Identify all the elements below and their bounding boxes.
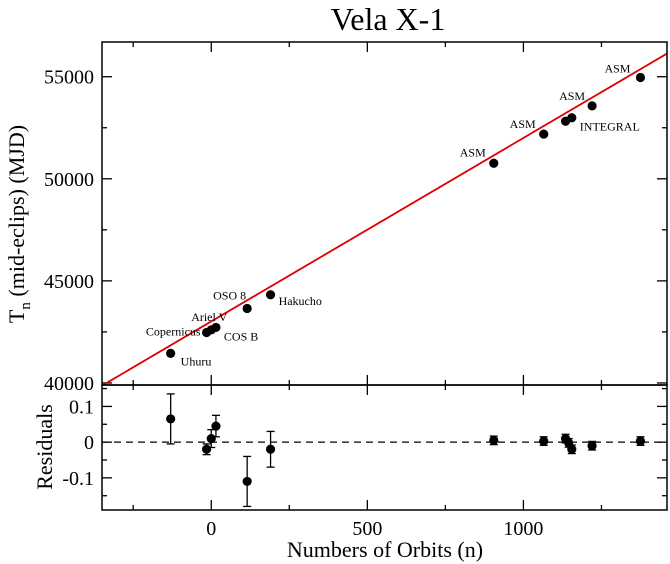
top-data-point bbox=[567, 113, 577, 123]
bottom-y-tick-label: 0.1 bbox=[69, 396, 94, 418]
y-label-rest: (mid-eclips) (MJD) bbox=[4, 125, 29, 302]
residual-point bbox=[635, 436, 646, 446]
top-data-point bbox=[242, 303, 252, 314]
top-data-point bbox=[489, 158, 499, 168]
x-tick-label: 500 bbox=[352, 518, 382, 540]
point-annotation: ASM bbox=[604, 62, 630, 76]
bottom-y-tick-label: -0.1 bbox=[62, 468, 94, 490]
point-annotation: Uhuru bbox=[181, 354, 212, 368]
point-annotation: Hakucho bbox=[279, 294, 322, 308]
point-annotation: Copernicus bbox=[146, 325, 201, 339]
residual-point bbox=[166, 414, 176, 424]
x-tick-label: 1000 bbox=[503, 518, 543, 540]
bottom-panel-frame bbox=[101, 384, 668, 511]
fit-line bbox=[101, 52, 668, 387]
residual-point bbox=[567, 444, 577, 454]
point-annotation: ASM bbox=[460, 145, 486, 159]
bottom-panel: -0.1 0 0.1 0 500 1000 bbox=[62, 384, 668, 540]
point-annotation: Ariel V bbox=[191, 310, 227, 324]
point-annotation: ASM bbox=[559, 89, 585, 103]
top-y-tick-label: 55000 bbox=[44, 67, 94, 89]
residual-point bbox=[587, 441, 597, 451]
top-y-tick-label: 50000 bbox=[44, 169, 94, 191]
top-data-point bbox=[211, 322, 221, 333]
top-data-point bbox=[265, 290, 276, 300]
residual-point bbox=[539, 436, 549, 446]
top-y-tick-label: 45000 bbox=[44, 271, 94, 293]
residual-point bbox=[265, 444, 276, 454]
top-data-point bbox=[539, 129, 549, 139]
residual-point bbox=[211, 421, 221, 431]
residual-point bbox=[201, 444, 212, 454]
x-tick-label: 0 bbox=[206, 518, 216, 540]
residual-point bbox=[206, 433, 216, 444]
residual-point bbox=[242, 476, 252, 487]
y-label-main: T bbox=[4, 309, 29, 323]
top-y-axis-label: Tn (mid-eclips) (MJD) bbox=[4, 125, 34, 323]
point-annotation: COS B bbox=[224, 329, 258, 343]
bottom-y-axis-label: Residuals bbox=[32, 404, 57, 490]
top-data-point bbox=[166, 348, 176, 358]
top-data-point bbox=[587, 101, 597, 111]
x-axis-label: Numbers of Orbits (n) bbox=[287, 537, 483, 562]
point-annotation: ASM bbox=[510, 117, 536, 131]
y-label-subscript: n bbox=[18, 302, 34, 310]
residual-point bbox=[489, 435, 499, 445]
top-data-point bbox=[635, 72, 646, 83]
point-annotation: INTEGRAL bbox=[580, 120, 640, 134]
top-panel: 40000 45000 50000 55000 Uhuru CopernicusArie… bbox=[44, 41, 668, 395]
top-y-tick-label: 40000 bbox=[44, 373, 94, 395]
chart-title: Vela X-1 bbox=[331, 1, 446, 37]
point-annotation: OSO 8 bbox=[213, 288, 246, 302]
bottom-y-tick-label: 0 bbox=[84, 432, 94, 454]
